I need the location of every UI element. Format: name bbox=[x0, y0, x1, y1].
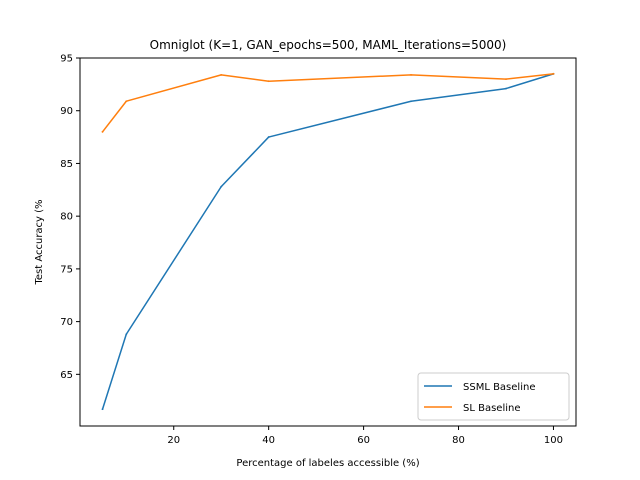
data-point bbox=[410, 73, 412, 76]
y-tick-label: 85 bbox=[60, 159, 73, 170]
chart-title: Omniglot (K=1, GAN_epochs=500, MAML_Iter… bbox=[150, 38, 507, 52]
y-tick-label: 95 bbox=[60, 54, 73, 65]
x-axis-label: Percentage of labeles accessible (%) bbox=[236, 458, 419, 469]
data-point bbox=[505, 87, 507, 90]
legend: SSML Baseline SL Baseline bbox=[417, 372, 570, 421]
data-point bbox=[552, 72, 555, 75]
data-point bbox=[125, 100, 128, 103]
data-point bbox=[267, 80, 270, 83]
data-point bbox=[267, 136, 270, 138]
x-tick-label: 100 bbox=[544, 435, 563, 446]
y-tick-label: 90 bbox=[60, 106, 73, 117]
y-tick-label: 65 bbox=[60, 370, 73, 381]
legend-label: SL Baseline bbox=[463, 403, 521, 414]
series-layer bbox=[101, 72, 555, 411]
series-line-ssml-baseline bbox=[101, 72, 555, 411]
data-point bbox=[220, 73, 223, 76]
plot-area-frame bbox=[79, 57, 577, 427]
y-axis: 65 70 75 80 85 90 95 bbox=[60, 54, 80, 381]
y-tick-label: 70 bbox=[60, 317, 73, 328]
data-point bbox=[101, 130, 104, 133]
data-point bbox=[410, 100, 412, 103]
y-tick-label: 80 bbox=[60, 212, 73, 223]
series-line-sl-baseline bbox=[101, 72, 555, 133]
data-point bbox=[125, 333, 128, 336]
x-axis: 20 40 60 80 100 bbox=[167, 426, 563, 446]
x-tick-label: 40 bbox=[262, 435, 275, 446]
data-point bbox=[101, 408, 104, 411]
y-axis-label: Test Accuracy (% bbox=[34, 199, 45, 285]
x-tick-label: 80 bbox=[452, 435, 465, 446]
x-tick-label: 60 bbox=[357, 435, 370, 446]
y-tick-label: 75 bbox=[60, 264, 73, 275]
data-point bbox=[505, 78, 507, 80]
legend-label: SSML Baseline bbox=[463, 382, 535, 393]
data-point bbox=[220, 185, 223, 188]
legend-box bbox=[417, 372, 570, 421]
x-tick-label: 20 bbox=[167, 435, 180, 446]
